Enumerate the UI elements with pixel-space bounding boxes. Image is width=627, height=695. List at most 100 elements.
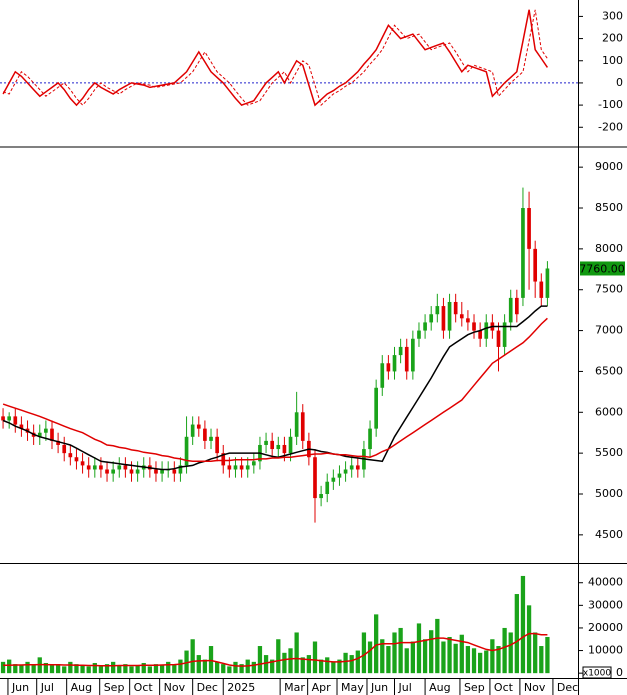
volume-bar xyxy=(404,648,409,674)
volume-bar xyxy=(190,639,195,674)
volume-bar xyxy=(49,665,55,674)
x-tick-label: Mar xyxy=(284,681,305,694)
candle-body xyxy=(92,465,97,470)
candle-body xyxy=(355,465,360,470)
volume-bar xyxy=(386,646,391,674)
candle-body xyxy=(374,387,378,429)
volume-bar xyxy=(196,655,201,674)
candle-body xyxy=(129,469,134,474)
unit-label: x1000 xyxy=(583,669,612,679)
candle-body xyxy=(7,416,12,421)
y-tick-label: 40000 xyxy=(588,576,623,589)
candle-body xyxy=(282,444,287,454)
indicator-line xyxy=(2,305,548,471)
volume-bar xyxy=(239,664,244,674)
volume-bar xyxy=(117,665,122,674)
y-tick-label: 7000 xyxy=(595,324,623,337)
candle-body xyxy=(417,330,421,339)
volume-bar xyxy=(0,661,6,674)
volume-bar xyxy=(459,634,464,674)
volume-bar xyxy=(104,664,110,674)
volume-bar xyxy=(288,648,293,674)
volume-bar xyxy=(374,614,379,674)
indicator-line xyxy=(3,632,548,667)
x-tick-label: Aug xyxy=(429,681,450,694)
volume-bar xyxy=(380,639,385,674)
volume-bar xyxy=(416,623,422,674)
volume-bar xyxy=(7,659,12,674)
volume-bar xyxy=(208,646,214,674)
x-tick-label: Nov xyxy=(524,681,546,694)
y-tick-label: 8000 xyxy=(595,242,623,255)
volume-bar xyxy=(227,666,232,674)
volume-bar xyxy=(43,662,49,674)
last-price-label: 7760.00 xyxy=(579,262,625,275)
y-tick-label: 20000 xyxy=(588,621,623,634)
y-tick-label: -100 xyxy=(598,98,623,111)
volume-bar xyxy=(62,666,67,674)
y-tick-label: 5500 xyxy=(595,446,623,459)
x-tick-label: Jun xyxy=(11,681,29,694)
candle-body xyxy=(135,469,140,474)
volume-bar xyxy=(484,650,489,674)
candle-body xyxy=(99,465,103,470)
volume-bar xyxy=(355,650,360,674)
y-tick-label: 30000 xyxy=(588,598,623,611)
candle-body xyxy=(447,301,452,331)
volume-bar xyxy=(153,664,159,674)
volume-bar xyxy=(233,661,238,674)
x-tick-label: Aug xyxy=(71,681,92,694)
volume-bar xyxy=(465,646,471,674)
volume-bar xyxy=(312,641,318,674)
candle-body xyxy=(56,440,60,445)
volume-bar xyxy=(147,666,152,674)
volume-bar xyxy=(19,665,24,674)
volume-bar xyxy=(331,661,336,674)
x-tick-label: 2025 xyxy=(227,681,255,694)
candle-body xyxy=(515,297,519,315)
candle-body xyxy=(251,461,256,466)
candle-body xyxy=(86,465,91,470)
volume-bar xyxy=(477,652,483,674)
x-tick-label: Dec xyxy=(557,681,578,694)
volume-bar xyxy=(490,639,495,674)
volume-bar xyxy=(221,664,226,674)
candle-body xyxy=(368,428,372,450)
candle-body xyxy=(154,469,158,474)
candle-body xyxy=(392,355,397,372)
candle-body xyxy=(178,465,183,474)
candle-body xyxy=(44,428,48,433)
candle-body xyxy=(411,338,415,372)
volume-bar xyxy=(435,618,440,674)
candle-body xyxy=(325,481,330,494)
candle-body xyxy=(435,306,440,315)
x-tick-label: Oct xyxy=(494,681,514,694)
candle-body xyxy=(264,440,268,445)
y-tick-label: 8500 xyxy=(595,201,623,214)
candle-body xyxy=(386,363,391,372)
volume-bar xyxy=(343,652,348,674)
volume-bar xyxy=(410,641,415,674)
volume-bar xyxy=(55,664,61,674)
volume-bar xyxy=(337,659,342,674)
last-price-box xyxy=(580,261,625,276)
volume-bar xyxy=(471,648,477,674)
candle-body xyxy=(160,469,164,474)
volume-bar xyxy=(508,632,513,674)
candle-body xyxy=(117,465,122,470)
volume-bar xyxy=(306,655,312,674)
candle-body xyxy=(123,465,128,470)
volume-bar xyxy=(398,627,403,674)
y-tick-label: 0 xyxy=(616,666,623,679)
candle-body xyxy=(276,444,281,450)
candle-body xyxy=(1,416,5,421)
candle-body xyxy=(203,428,207,441)
volume-bar xyxy=(172,664,177,674)
x-tick-label: May xyxy=(341,681,364,694)
volume-bar xyxy=(214,661,220,674)
y-tick-label: 7500 xyxy=(595,283,623,296)
candle-body xyxy=(404,346,409,372)
candle-body xyxy=(288,436,293,454)
volume-bar xyxy=(514,594,519,674)
